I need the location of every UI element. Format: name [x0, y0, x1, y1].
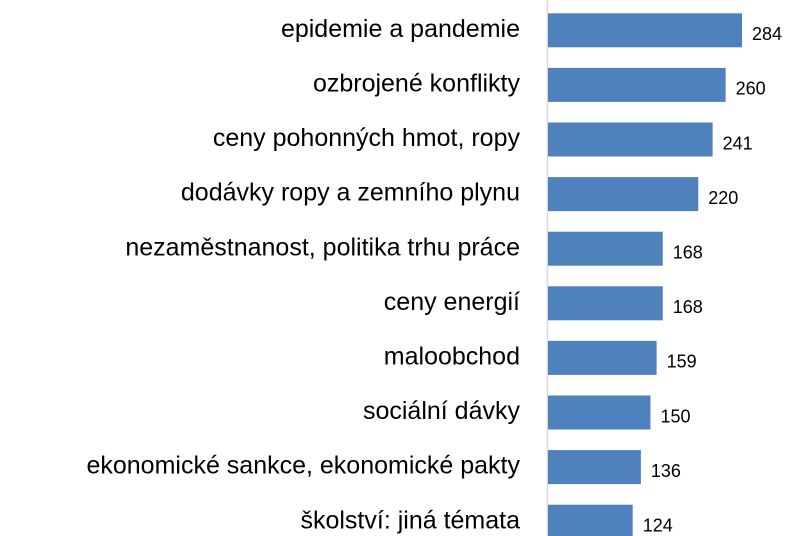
bar — [548, 286, 663, 321]
bar — [548, 13, 742, 48]
bar — [548, 122, 713, 157]
value-label: 150 — [660, 406, 690, 426]
bar — [548, 504, 633, 536]
value-label: 136 — [651, 461, 681, 481]
value-label: 168 — [673, 242, 703, 262]
bar — [548, 450, 641, 485]
value-label: 260 — [736, 79, 766, 99]
category-label: maloobchod — [384, 343, 520, 371]
bar — [548, 395, 651, 430]
category-label: epidemie a pandemie — [281, 15, 520, 43]
value-label: 241 — [723, 133, 753, 153]
category-label: ceny energií — [384, 288, 520, 316]
bar — [548, 340, 657, 375]
value-label: 220 — [708, 188, 738, 208]
category-label: dodávky ropy a zemního plynu — [181, 179, 520, 207]
bar — [548, 67, 726, 102]
value-label: 168 — [673, 297, 703, 317]
category-label: ozbrojené konflikty — [313, 70, 521, 98]
bar — [548, 231, 663, 266]
value-label: 124 — [643, 515, 673, 535]
category-label: ekonomické sankce, ekonomické pakty — [86, 452, 520, 480]
category-label: sociální dávky — [363, 397, 521, 425]
value-label: 159 — [667, 352, 697, 372]
bar — [548, 177, 699, 212]
category-label: školství: jiná témata — [300, 506, 520, 534]
category-label: nezaměstnanost, politika trhu práce — [125, 233, 520, 261]
value-label: 284 — [752, 24, 782, 44]
category-label: ceny pohonných hmot, ropy — [213, 124, 521, 152]
